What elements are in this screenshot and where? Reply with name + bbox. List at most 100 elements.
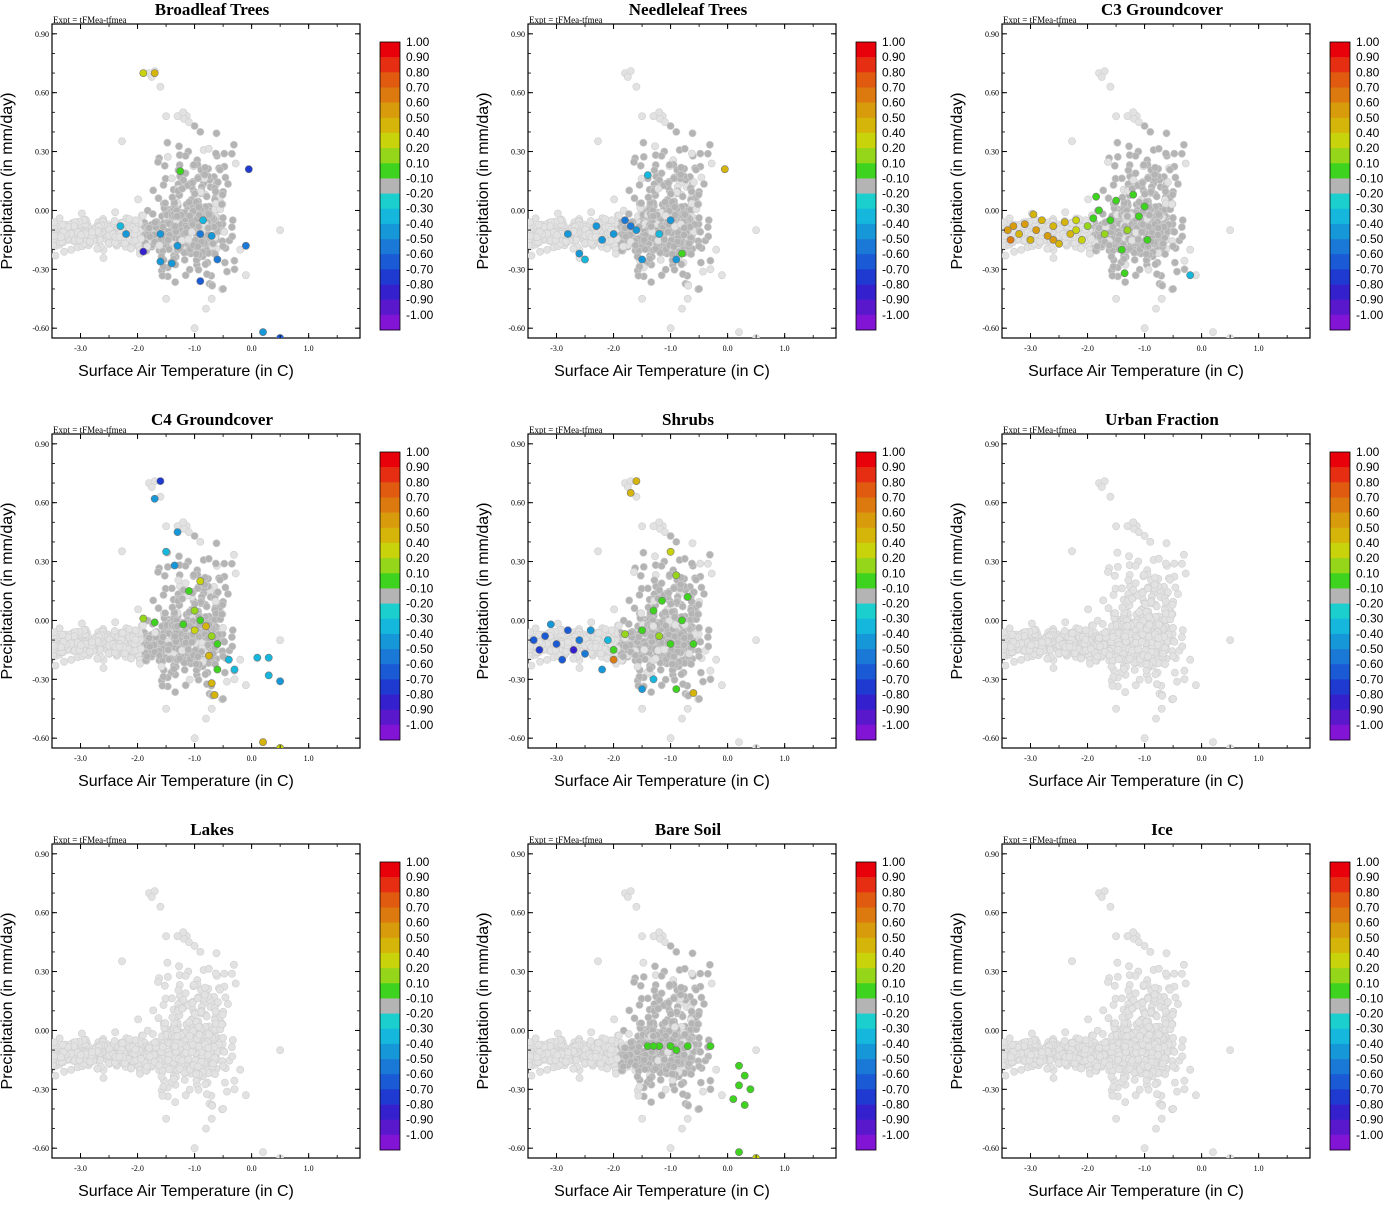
y-tick-label: -0.60 (32, 734, 49, 743)
data-point (688, 560, 695, 567)
colorbar-label: -1.00 (882, 718, 910, 732)
colorbar-label: 0.70 (406, 490, 430, 504)
data-point (1068, 138, 1075, 145)
data-point (169, 194, 176, 201)
colorbar-swatch (856, 209, 876, 224)
colorbar-label: -0.70 (406, 672, 434, 686)
data-point-colored (1135, 213, 1142, 220)
colorbar-swatch (856, 649, 876, 664)
data-point (666, 161, 673, 168)
data-point (595, 630, 602, 637)
data-point-colored (678, 617, 685, 624)
data-point (161, 572, 168, 579)
data-point (671, 676, 678, 683)
data-point-colored (564, 230, 571, 237)
data-point-colored (140, 615, 147, 622)
data-point-colored (1187, 272, 1194, 279)
colorbar-swatch (856, 558, 876, 573)
data-point (1154, 231, 1161, 238)
data-point (655, 185, 662, 192)
data-point-colored (650, 676, 657, 683)
data-point (638, 200, 645, 207)
data-point (635, 272, 642, 279)
data-point (667, 735, 674, 742)
colorbar-swatch (380, 482, 400, 497)
y-tick-label: 0.60 (511, 89, 525, 98)
data-point (190, 571, 197, 578)
colorbar-label: -1.00 (406, 718, 434, 732)
colorbar-swatch (856, 72, 876, 87)
colorbar-label: -0.60 (882, 657, 910, 671)
data-point (1162, 251, 1169, 258)
colorbar-swatch (856, 725, 876, 740)
y-tick-label: 0.90 (35, 440, 49, 449)
data-point (1087, 235, 1094, 242)
data-point-colored (208, 232, 215, 239)
x-axis-label: Surface Air Temperature (in C) (554, 363, 770, 380)
data-point (1144, 175, 1151, 182)
colorbar-label: -0.60 (406, 657, 434, 671)
colorbar-label: -0.30 (882, 202, 910, 216)
data-point (203, 603, 210, 610)
colorbar-label: 0.40 (406, 536, 430, 550)
colorbar-label: 0.80 (406, 475, 430, 489)
data-point (1155, 211, 1162, 218)
colorbar-swatch (380, 634, 400, 649)
x-tick-label: 1.0 (304, 754, 314, 763)
data-point (666, 571, 673, 578)
data-point (1050, 254, 1057, 261)
data-point (182, 152, 189, 159)
data-point (657, 256, 664, 263)
data-point (646, 255, 653, 262)
data-point (1011, 248, 1018, 255)
data-point-colored (576, 637, 583, 644)
data-point (191, 190, 198, 197)
data-point (679, 271, 686, 278)
colorbar-label: -0.10 (406, 171, 434, 185)
data-point (111, 217, 118, 224)
data-point (670, 243, 677, 250)
data-point (625, 210, 632, 217)
colorbar-swatch (380, 163, 400, 178)
colorbar-label: 1.00 (406, 35, 430, 49)
colorbar-label: -0.50 (406, 232, 434, 246)
data-point (1164, 179, 1171, 186)
data-point (704, 224, 711, 231)
panel-title: Needleleaf Trees (629, 0, 748, 19)
data-point (150, 187, 157, 194)
colorbar-swatch (380, 558, 400, 573)
colorbar-label: 0.80 (882, 65, 906, 79)
data-point (172, 689, 179, 696)
data-point (1141, 325, 1148, 332)
data-point (135, 606, 142, 613)
colorbar-label: 0.50 (882, 111, 906, 125)
data-point (277, 637, 284, 644)
data-point (194, 243, 201, 250)
data-point (696, 695, 703, 702)
data-point (661, 646, 668, 653)
data-point (229, 233, 236, 240)
data-point (697, 560, 704, 567)
data-point (219, 191, 226, 198)
data-point (662, 622, 669, 629)
data-point (565, 639, 572, 646)
data-point-colored (1030, 211, 1037, 218)
data-point (637, 572, 644, 579)
data-point (1181, 257, 1188, 264)
data-point (208, 705, 215, 712)
data-point (1166, 166, 1173, 173)
x-tick-label: -3.0 (1024, 344, 1037, 353)
data-point (611, 606, 618, 613)
data-point (216, 166, 223, 173)
data-point (1169, 214, 1176, 221)
colorbar-label: 0.70 (406, 80, 430, 94)
data-point (182, 562, 189, 569)
data-point (632, 242, 639, 249)
data-point-colored (225, 656, 232, 663)
data-point (707, 266, 714, 273)
y-tick-label: -0.30 (508, 675, 525, 684)
x-tick-label: -2.0 (607, 344, 620, 353)
